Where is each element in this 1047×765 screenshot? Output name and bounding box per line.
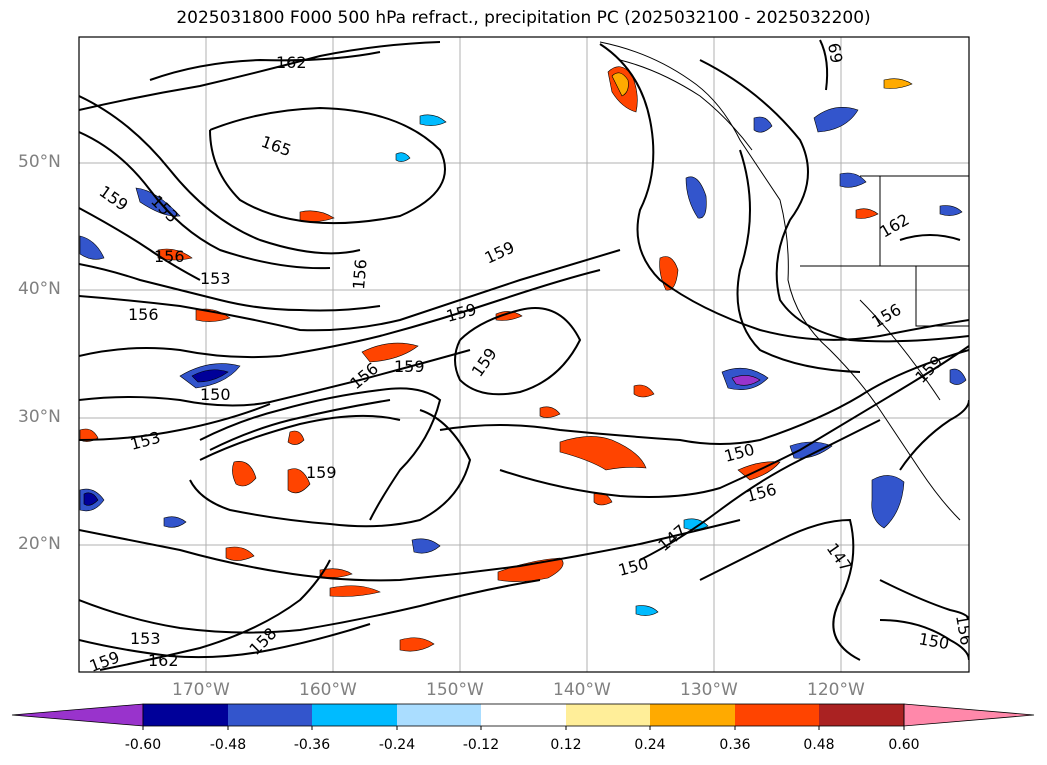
colorbar-segment (228, 704, 312, 726)
lat-label: 40°N (18, 279, 61, 299)
lat-label: 30°N (18, 407, 61, 427)
refractivity-contours (79, 39, 969, 671)
colorbar-segment (481, 704, 566, 726)
contour-label: 69 (824, 41, 846, 64)
contour-label: 162 (148, 651, 179, 670)
contour-label: 156 (154, 247, 185, 266)
contour-label: 156 (952, 613, 976, 646)
colorbar-tick-label: -0.60 (124, 737, 162, 753)
colorbar-tick-label: 0.48 (803, 737, 835, 753)
lat-label: 50°N (18, 152, 61, 172)
contour-label: 150 (200, 385, 231, 404)
colorbar-tick-label: -0.48 (209, 737, 247, 753)
colorbar-tick-label: 0.36 (719, 737, 751, 753)
colorbar-tick-label: 0.60 (888, 737, 920, 753)
lon-label: 170°W (172, 680, 230, 700)
colorbar-segment (650, 704, 735, 726)
colorbar-segment (11, 703, 144, 727)
colorbar-tick-label: -0.24 (378, 737, 416, 753)
colorbar-tick-label: 0.12 (550, 737, 582, 753)
precip-negative-areas (79, 107, 967, 616)
lon-label: 120°W (807, 680, 865, 700)
lon-label: 150°W (426, 680, 484, 700)
colorbar-tick-label: -0.12 (462, 737, 500, 753)
colorbar-segment (903, 703, 1035, 727)
map-frame (78, 36, 970, 673)
colorbar-tick-label: 0.24 (634, 737, 666, 753)
lat-label: 20°N (18, 534, 61, 554)
contour-label: 159 (394, 357, 425, 376)
coastlines (599, 41, 969, 521)
lon-label: 160°W (299, 680, 357, 700)
contour-label: 159 (306, 463, 337, 482)
colorbar-segment (819, 704, 904, 726)
colorbar-segment (566, 704, 650, 726)
colorbar-outline (142, 703, 905, 727)
precip-positive-areas (79, 66, 913, 652)
map-title: 2025031800 F000 500 hPa refract., precip… (176, 8, 871, 28)
colorbar (11, 703, 1035, 730)
contour-label: 156 (128, 305, 159, 324)
lon-label: 130°W (680, 680, 738, 700)
colorbar-segment (735, 704, 819, 726)
colorbar-segment (397, 704, 481, 726)
contour-label: 162 (276, 53, 307, 72)
lon-label: 140°W (553, 680, 611, 700)
contour-label: 156 (349, 258, 371, 290)
contour-label: 153 (130, 629, 161, 648)
colorbar-tick-label: -0.36 (293, 737, 331, 753)
colorbar-segment (143, 704, 228, 726)
colorbar-segment (312, 704, 397, 726)
contour-label: 153 (200, 269, 231, 288)
